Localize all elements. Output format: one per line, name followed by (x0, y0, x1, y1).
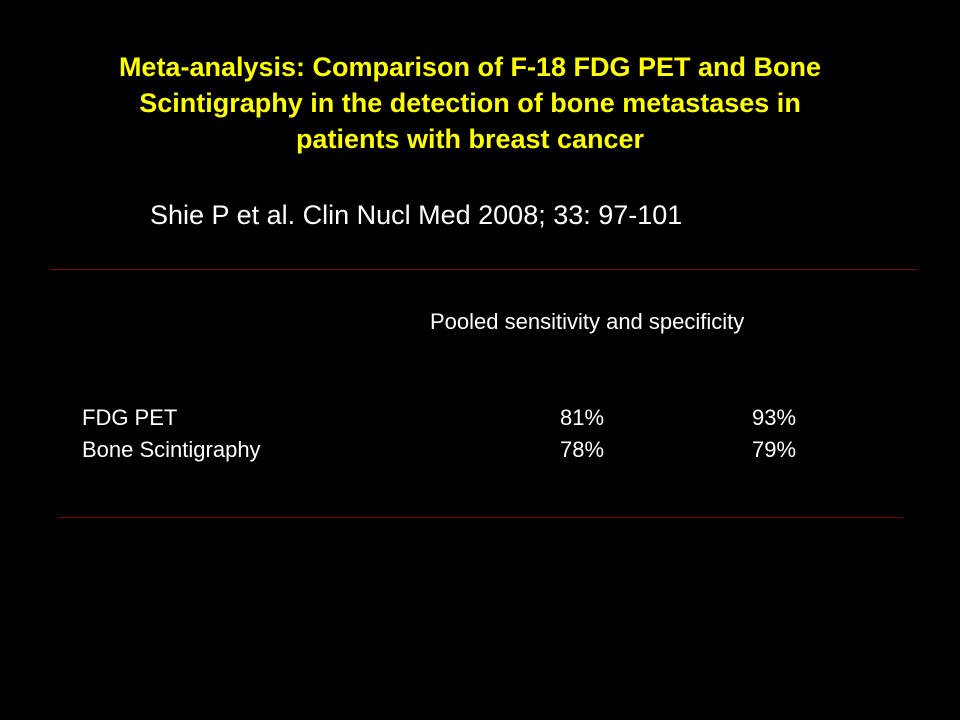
cell-value: 93% (752, 405, 797, 430)
title-line: Scintigraphy in the detection of bone me… (139, 88, 801, 118)
cell-value: 81% (560, 405, 605, 430)
title-line: patients with breast cancer (295, 124, 645, 154)
cell-value: 79% (752, 437, 797, 462)
divider (50, 269, 918, 270)
row-label: FDG PET (82, 405, 178, 430)
cell-value: 78% (560, 437, 605, 462)
citation: Shie P et al. Clin Nucl Med 2008; 33: 97… (150, 200, 683, 230)
table-header: Pooled sensitivity and specificity (430, 309, 745, 334)
divider (58, 517, 903, 518)
title-line: Meta-analysis: Comparison of F-18 FDG PE… (118, 52, 822, 82)
row-label: Bone Scintigraphy (82, 437, 261, 462)
